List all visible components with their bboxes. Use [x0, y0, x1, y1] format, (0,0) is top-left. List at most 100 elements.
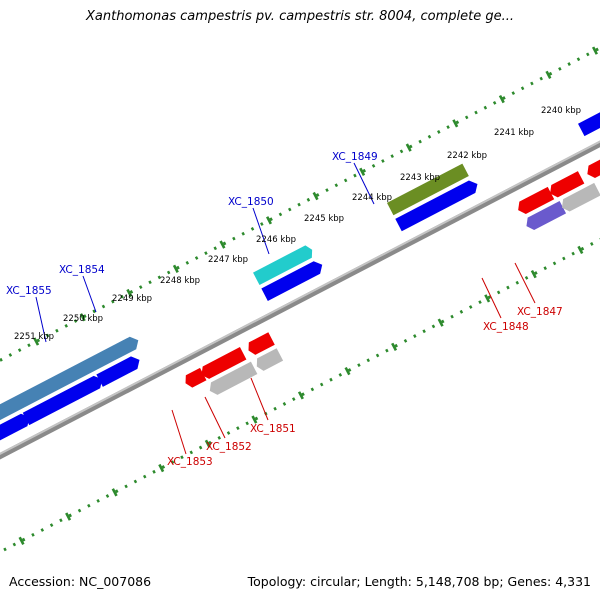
ruler-dot-outer: [530, 81, 534, 86]
leader-xc-1850: [252, 207, 270, 255]
cds-forward-steel: [0, 336, 139, 431]
ruler-dot-outer: [427, 134, 432, 139]
tick-label: 2249 kbp: [112, 294, 152, 304]
ruler-dot-outer: [325, 188, 329, 192]
ruler-dot-inner: [413, 334, 417, 338]
ruler-dot-inner: [403, 339, 408, 343]
ruler-dot-outer: [166, 270, 171, 275]
ruler-dot-outer: [8, 353, 13, 357]
ruler-dot-outer: [334, 183, 339, 188]
ruler-dot-outer: [176, 265, 180, 270]
ruler-dot-inner: [96, 499, 100, 503]
ruler-dot-outer: [399, 149, 404, 154]
ruler-major-tick: [452, 119, 459, 128]
ruler-dot-outer: [260, 222, 264, 226]
ruler-major-tick: [204, 439, 211, 448]
ruler-dot-inner: [450, 314, 454, 319]
ruler-dot-outer: [492, 100, 497, 105]
leader-xc-1847: [514, 262, 536, 304]
ruler-major-tick: [405, 143, 412, 152]
cds-forward-blue: [261, 261, 323, 301]
ruler-dot-outer: [129, 290, 134, 294]
cds-reverse-red: [201, 347, 247, 379]
ruler-dot-outer: [548, 71, 553, 76]
ruler-dot-outer: [539, 76, 543, 81]
gene-label-xc-1854[interactable]: XC_1854: [59, 264, 105, 276]
ruler-dot-outer: [64, 323, 68, 328]
features: [0, 103, 600, 497]
ruler-dot-outer: [157, 275, 162, 280]
ruler-dot-outer: [148, 280, 152, 285]
summary-text: Topology: circular; Length: 5,148,708 bp…: [247, 574, 591, 589]
gene-label-xc-1853[interactable]: XC_1853: [167, 456, 213, 468]
ruler-dot-outer: [464, 115, 469, 120]
ruler-dot-outer: [474, 110, 478, 115]
ruler-dot-inner: [105, 494, 110, 498]
map-title: Xanthomonas campestris pv. campestris st…: [86, 9, 514, 24]
ruler-dot-outer: [558, 67, 562, 71]
ruler-dot-inner: [208, 440, 212, 445]
ruler-dot-inner: [291, 397, 296, 401]
ruler-dot-outer: [595, 47, 599, 52]
ruler-dot-inner: [31, 532, 35, 537]
ruler-dot-inner: [515, 280, 520, 285]
gene-label-xc-1849[interactable]: XC_1849: [332, 151, 378, 163]
gene-label-xc-1847[interactable]: XC_1847: [517, 306, 563, 318]
cds-reverse-red: [550, 171, 585, 198]
ruler-dot-outer: [0, 357, 3, 362]
ruler-dot-outer: [520, 86, 525, 91]
ruler-major-tick: [266, 216, 273, 225]
gene-label-xc-1852[interactable]: XC_1852: [206, 441, 252, 453]
ruler-dot-inner: [254, 416, 259, 421]
ruler-dot-inner: [282, 402, 287, 406]
ruler-dot-outer: [511, 91, 516, 96]
ruler-dot-outer: [250, 227, 255, 231]
ruler-dot-outer: [27, 343, 31, 348]
ruler-dot-inner: [245, 421, 249, 426]
backbone: [0, 103, 600, 497]
gene-label-xc-1855[interactable]: XC_1855: [6, 285, 52, 297]
ruler-dot-inner: [236, 426, 240, 431]
ruler-dot-inner: [189, 450, 194, 455]
ruler-dot-outer: [343, 178, 348, 183]
ruler-dot-inner: [552, 261, 557, 266]
ruler-dot-inner: [506, 285, 510, 290]
leader-xc-1855: [35, 296, 47, 343]
ruler-dot-inner: [217, 435, 221, 440]
gene-label-xc-1851[interactable]: XC_1851: [250, 423, 296, 435]
ruler-dot-inner: [329, 377, 333, 382]
leader-xc-1853: [171, 409, 187, 455]
cds-forward-cyan: [253, 245, 313, 286]
cds-reverse-red: [518, 186, 555, 215]
ruler-dot-inner: [534, 271, 538, 275]
ruler-major-tick: [297, 391, 304, 400]
ruler-dot-inner: [49, 523, 54, 528]
ruler-dot-outer: [362, 168, 367, 173]
ruler-dot-inner: [170, 460, 175, 464]
tick-label: 2250 kbp: [63, 314, 103, 324]
tick-label: 2241 kbp: [494, 128, 534, 138]
cds-forward-blue: [96, 356, 140, 387]
ruler-dot-outer: [194, 256, 199, 260]
tick-label: 2247 kbp: [208, 255, 248, 265]
ruler-dot-outer: [576, 57, 581, 62]
ruler-dot-inner: [366, 358, 371, 363]
gene-label-xc-1848[interactable]: XC_1848: [483, 321, 529, 333]
ruler-dot-outer: [306, 197, 311, 202]
ruler-dot-outer: [55, 328, 59, 333]
ruler-dot-outer: [269, 217, 273, 222]
ruler-dot-inner: [562, 256, 566, 261]
gene-label-xc-1850[interactable]: XC_1850: [228, 196, 274, 208]
ruler-major-tick: [530, 269, 537, 279]
ruler-dot-inner: [87, 503, 91, 508]
ruler-dot-outer: [287, 207, 292, 212]
ruler-dot-outer: [381, 159, 385, 163]
ruler-major-tick: [111, 488, 118, 497]
ruler-dot-outer: [92, 309, 96, 314]
tick-label: 2245 kbp: [304, 214, 344, 224]
ruler-dot-outer: [213, 246, 218, 251]
ruler-dot-inner: [590, 242, 594, 246]
ruler-major-tick: [219, 240, 226, 249]
ruler-dot-inner: [124, 484, 128, 489]
